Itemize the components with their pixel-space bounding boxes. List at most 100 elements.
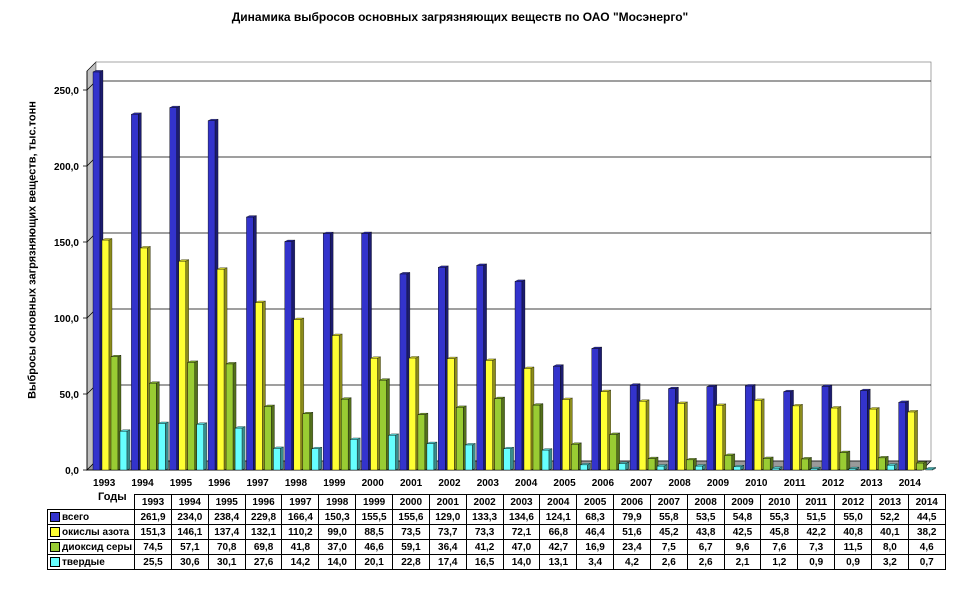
- bar-top-0-2006: [591, 346, 602, 349]
- table-value-cell: 45,2: [649, 524, 688, 540]
- table-year-cell: 2010: [760, 494, 799, 510]
- bar-top-1-1999: [332, 333, 343, 336]
- table-value-cell: 14,2: [281, 554, 320, 570]
- bar-top-3-1996: [235, 426, 246, 429]
- bar-2-2003: [494, 398, 502, 471]
- bar-0-2009: [706, 386, 715, 471]
- bar-1-2008: [677, 403, 685, 471]
- table-value-cell: 20,1: [355, 554, 393, 570]
- table-value-cell: 13,1: [539, 554, 578, 570]
- table-value-cell: 132,1: [244, 524, 283, 540]
- table-value-cell: 3,4: [576, 554, 615, 570]
- bar-top-0-2002: [438, 265, 449, 268]
- bar-top-2-2014: [916, 461, 927, 464]
- bar-top-0-2008: [668, 387, 679, 389]
- bar-1-2000: [370, 358, 378, 471]
- bar-top-1-2007: [639, 399, 650, 402]
- bar-top-2-1998: [302, 412, 313, 414]
- x-tick-label: 2000: [362, 478, 385, 489]
- bar-3-2007: [656, 465, 665, 471]
- table-year-cell: 2001: [428, 494, 467, 510]
- bar-2-2013: [878, 457, 886, 471]
- table-value-cell: 37,0: [318, 539, 357, 555]
- bar-1-1997: [255, 302, 263, 471]
- table-value-cell: 129,0: [428, 509, 467, 525]
- table-year-cell: 1998: [318, 494, 357, 510]
- bar-top-1-2013: [869, 407, 880, 410]
- bar-0-2002: [438, 267, 446, 471]
- bar-top-2-2012: [839, 450, 850, 453]
- bar-1-1995: [178, 260, 186, 471]
- bar-top-1-1998: [293, 317, 304, 320]
- bar-side-1-2014: [914, 410, 918, 471]
- bar-top-2-2011: [801, 457, 812, 460]
- bar-0-1997: [246, 216, 254, 471]
- bar-top-0-1998: [284, 239, 295, 242]
- x-tick-label: 1996: [208, 478, 231, 489]
- bar-3-2013: [887, 464, 895, 471]
- table-value-cell: 22,8: [392, 554, 430, 570]
- bar-side-3-2004: [548, 448, 553, 471]
- bar-3-2009: [733, 466, 742, 471]
- table-value-cell: 7,5: [649, 539, 688, 555]
- bar-top-2-1993: [110, 355, 122, 357]
- table-value-cell: 74,5: [134, 539, 172, 555]
- bar-top-0-2004: [514, 279, 526, 282]
- x-tick-label: 2002: [438, 478, 461, 489]
- table-value-cell: 53,5: [686, 509, 725, 525]
- table-value-cell: 2,6: [686, 554, 725, 570]
- table-value-cell: 7,3: [797, 539, 836, 555]
- bar-1-1996: [216, 269, 225, 471]
- bar-1-1993: [101, 239, 110, 471]
- bar-2-1995: [187, 362, 195, 471]
- bar-top-1-2011: [792, 404, 803, 407]
- bar-2-1998: [302, 413, 311, 471]
- table-year-cell: 1996: [244, 494, 283, 510]
- table-value-cell: 73,5: [392, 524, 430, 540]
- bar-top-0-2010: [745, 384, 756, 387]
- bar-0-2012: [821, 386, 830, 471]
- bar-2-2002: [456, 407, 464, 471]
- table-year-cell: 2006: [613, 494, 651, 510]
- bar-top-2-1997: [264, 404, 275, 407]
- bar-top-1-2010: [754, 398, 765, 401]
- bar-top-3-2008: [695, 464, 706, 467]
- x-tick-label: 2005: [553, 478, 576, 489]
- table-year-cell: 2013: [870, 494, 909, 510]
- bar-top-3-1994: [158, 421, 169, 424]
- table-value-cell: 0,9: [797, 554, 836, 570]
- bar-top-1-1994: [140, 246, 151, 249]
- bar-1-2003: [485, 360, 493, 471]
- bar-top-2-2003: [494, 396, 505, 399]
- table-value-cell: 41,2: [465, 539, 504, 555]
- table-value-cell: 55,8: [649, 509, 688, 525]
- table-value-cell: 46,4: [576, 524, 615, 540]
- bar-top-2-1995: [187, 360, 198, 363]
- table-value-cell: 41,8: [281, 539, 320, 555]
- bar-3-2014: [925, 468, 933, 471]
- table-year-cell: 2004: [539, 494, 578, 510]
- bar-2-2014: [916, 462, 924, 471]
- x-tick-label: 1995: [170, 478, 193, 489]
- bar-0-1999: [322, 233, 331, 471]
- y-tick-label: 100,0: [54, 314, 79, 325]
- bar-top-0-2014: [898, 400, 909, 403]
- bar-2-1993: [110, 356, 119, 471]
- bar-side-3-1995: [203, 422, 207, 471]
- bar-1-2011: [792, 405, 800, 471]
- table-year-cell: 2009: [723, 494, 762, 510]
- bar-top-3-2013: [887, 463, 898, 466]
- bar-side-3-1997: [280, 446, 284, 471]
- bar-top-0-1997: [246, 215, 257, 218]
- legend-swatch: [50, 511, 60, 522]
- bar-top-3-2000: [388, 433, 399, 436]
- bar-top-0-2001: [399, 272, 410, 275]
- bar-3-1997: [273, 448, 281, 471]
- bar-top-1-2014: [907, 410, 918, 413]
- table-value-cell: 51,6: [613, 524, 651, 540]
- table-value-cell: 46,6: [355, 539, 393, 555]
- bar-side-2-2011: [808, 457, 812, 471]
- table-value-cell: 38,2: [907, 524, 946, 540]
- table-value-cell: 40,8: [834, 524, 872, 540]
- table-value-cell: 23,4: [613, 539, 651, 555]
